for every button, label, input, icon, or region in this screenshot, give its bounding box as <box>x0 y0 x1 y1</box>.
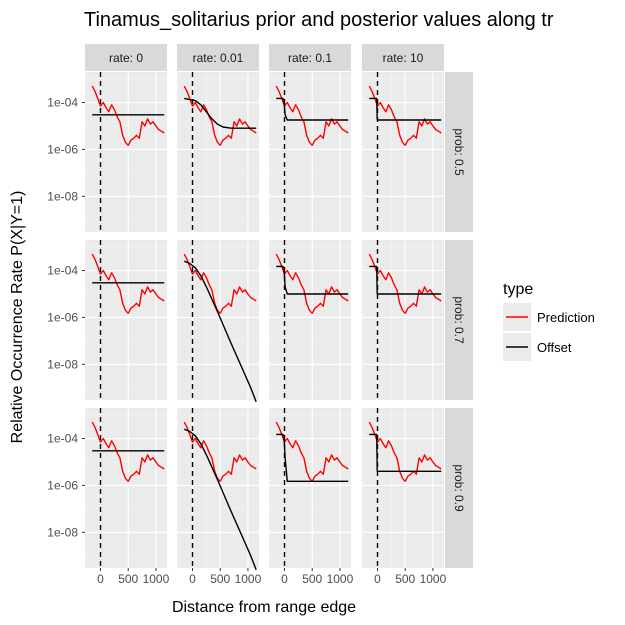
legend-item-prediction: Prediction <box>503 303 595 331</box>
chart-title: Tinamus_solitarius prior and posterior v… <box>84 9 554 31</box>
facet-strip-col-1 <box>177 44 259 71</box>
y-tick-label: 1e-08 <box>47 357 78 371</box>
facet-strip-row-0 <box>445 72 473 232</box>
facet-panel-r1-c1 <box>177 240 259 403</box>
facet-panel-r2-c2 <box>269 408 351 568</box>
legend-label-offset: Offset <box>537 340 572 355</box>
x-tick-label: 0 <box>281 572 288 586</box>
y-tick-label: 1e-04 <box>47 432 78 446</box>
facet-strip-col-label-0: rate: 0 <box>109 51 143 65</box>
facet-grid: rate: 0 rate: 0.01 rate: 0.1 rate: 10 prob: … <box>47 44 473 586</box>
offset-line <box>183 428 257 571</box>
facet-strip-col-label-2: rate: 0.1 <box>288 51 332 65</box>
prediction-line <box>368 421 442 482</box>
x-tick-label: 500 <box>118 572 138 586</box>
facet-panel-r0-c3 <box>362 72 444 232</box>
facet-strip-col-2 <box>269 44 351 71</box>
facet-strip-row-label-0: prob: 0.5 <box>452 128 466 176</box>
x-tick-label: 0 <box>97 572 104 586</box>
facet-strip-row-label-1: prob: 0.7 <box>452 296 466 344</box>
facet-panel-r0-c1 <box>177 72 259 232</box>
offset-line <box>184 97 257 129</box>
x-tick-label: 0 <box>189 572 196 586</box>
x-axis-label: Distance from range edge <box>172 599 356 616</box>
legend-item-offset: Offset <box>503 333 572 361</box>
x-tick-label: 500 <box>302 572 322 586</box>
facet-panel-r0-c0 <box>85 72 167 232</box>
facet-panel-r0-c2 <box>269 72 351 232</box>
panel-background <box>85 408 167 568</box>
offset-line <box>276 97 349 121</box>
y-tick-label: 1e-06 <box>47 310 78 324</box>
panel-background <box>85 240 167 400</box>
y-tick-label: 1e-04 <box>47 264 78 278</box>
x-tick-label: 0 <box>374 572 381 586</box>
legend-label-prediction: Prediction <box>537 310 595 325</box>
x-tick-label: 500 <box>210 572 230 586</box>
offset-line <box>369 433 442 472</box>
prediction-line <box>275 253 349 314</box>
x-tick-label: 1000 <box>327 572 354 586</box>
facet-strip-col-0 <box>85 44 167 71</box>
x-tick-label: 1000 <box>420 572 447 586</box>
panel-background <box>177 408 259 568</box>
prediction-line <box>275 85 349 147</box>
y-tick-label: 1e-08 <box>47 189 78 203</box>
facet-strip-col-label-1: rate: 0.01 <box>193 51 244 65</box>
panel-background <box>85 72 167 232</box>
y-tick-label: 1e-06 <box>47 478 78 492</box>
offset-line <box>183 260 257 403</box>
prediction-line <box>183 85 257 147</box>
facet-strip-col-label-3: rate: 10 <box>383 51 424 65</box>
facet-panel-r2-c1 <box>177 408 259 571</box>
facet-strip-row-2 <box>445 408 473 568</box>
facet-panel-r1-c0 <box>85 240 167 400</box>
y-tick-label: 1e-04 <box>47 96 78 110</box>
x-tick-label: 1000 <box>235 572 262 586</box>
legend-title: type <box>503 281 533 298</box>
panel-background <box>177 240 259 400</box>
facet-panel-r1-c2 <box>269 240 351 400</box>
panel-background <box>177 72 259 232</box>
y-tick-label: 1e-06 <box>47 142 78 156</box>
prediction-line <box>183 421 257 482</box>
facet-panel-r1-c3 <box>362 240 444 400</box>
y-tick-label: 1e-08 <box>47 525 78 539</box>
x-tick-label: 500 <box>395 572 415 586</box>
prediction-line <box>368 85 442 147</box>
prediction-line <box>183 253 257 314</box>
facet-panel-r2-c0 <box>85 408 167 568</box>
prediction-line <box>91 253 165 314</box>
facet-strip-col-3 <box>362 44 444 71</box>
legend: type Prediction Offset <box>503 281 595 361</box>
prediction-line <box>91 421 165 482</box>
x-tick-label: 1000 <box>143 572 170 586</box>
y-axis-label: Relative Occurrence Rate P(X|Y=1) <box>9 191 26 444</box>
facet-panel-r2-c3 <box>362 408 444 568</box>
facet-strip-row-1 <box>445 240 473 400</box>
facet-strip-row-label-2: prob: 0.9 <box>452 464 466 512</box>
prediction-line <box>368 253 442 314</box>
prediction-line <box>91 85 165 147</box>
